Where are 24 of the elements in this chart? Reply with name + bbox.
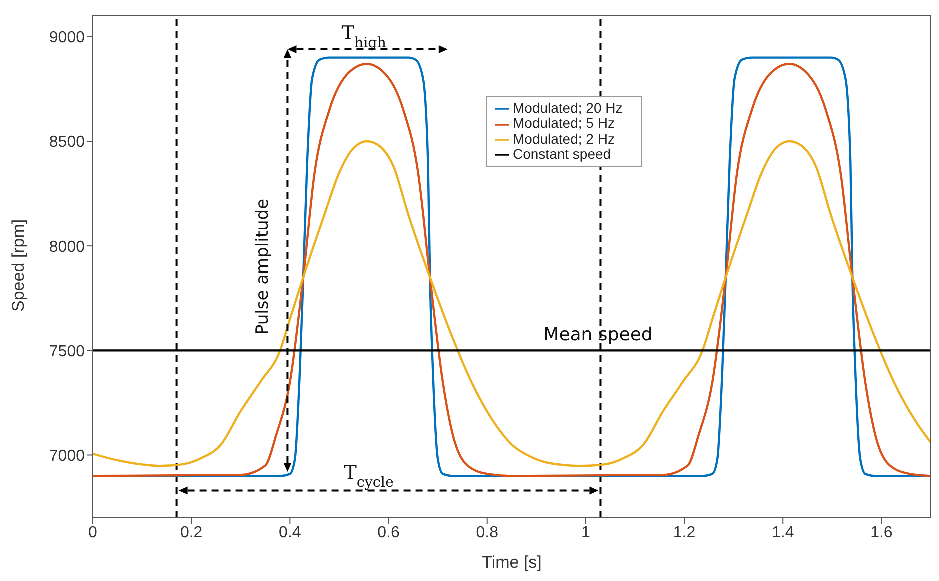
x-axis-title: Time [s] [482, 553, 542, 572]
legend-label: Modulated; 5 Hz [513, 115, 615, 132]
annotation: Mean speed [544, 324, 653, 346]
x-tick-label: 1.4 [772, 524, 794, 542]
x-tick-label: 0.8 [476, 524, 499, 542]
x-tick-label: 0 [88, 524, 98, 542]
y-tick-label: 8000 [49, 238, 86, 256]
y-tick-label: 7000 [49, 448, 86, 465]
annotation: Pulse amplitude [252, 198, 273, 336]
annotation: T$_{cycle}$ [344, 462, 394, 491]
legend-label: Modulated; 20 Hz [513, 100, 623, 116]
y-tick-label: 9000 [49, 30, 86, 47]
x-tick-label: 0.6 [378, 524, 400, 542]
legend-label: Modulated; 2 Hz [513, 130, 615, 147]
x-tick-label: 0.4 [279, 524, 302, 542]
legend-label: Constant speed [513, 146, 612, 162]
x-tick-label: 1.2 [673, 524, 696, 542]
x-tick-label: 1.6 [870, 524, 893, 542]
y-tick-label: 8500 [49, 134, 86, 152]
y-axis-title: Speed [rpm] [9, 219, 28, 312]
x-tick-label: 1 [581, 524, 590, 542]
y-tick-label: 7500 [49, 343, 86, 360]
x-tick-label: 0.2 [180, 524, 203, 542]
annotation: T$_{high}$ [342, 22, 386, 52]
